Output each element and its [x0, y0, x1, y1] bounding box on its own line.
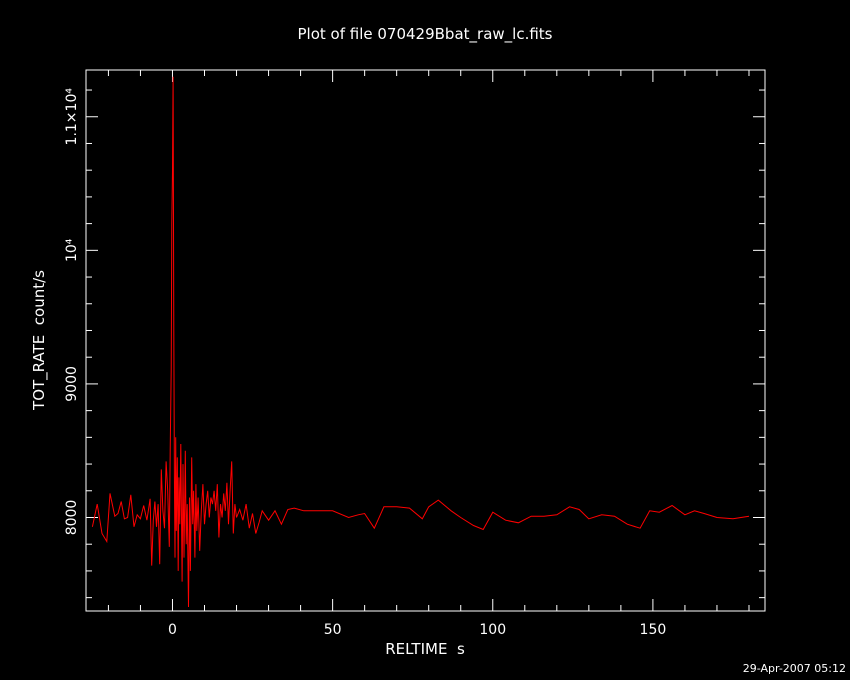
x-tick-label: 50 — [324, 622, 342, 638]
x-tick-label: 100 — [479, 622, 506, 638]
y-axis: 8000 9000 10⁴ 1.1×10⁴ — [64, 88, 765, 599]
x-axis: 0 50 100 150 — [107, 70, 750, 638]
chart-title: Plot of file 070429Bbat_raw_lc.fits — [298, 25, 553, 44]
x-tick-label: 150 — [640, 622, 667, 638]
y-tick-label: 9000 — [64, 366, 80, 402]
x-tick-label: 0 — [168, 622, 177, 638]
plot-frame — [85, 69, 766, 612]
x-axis-label: RELTIME s — [385, 640, 465, 658]
y-tick-label: 1.1×10⁴ — [64, 88, 80, 146]
y-axis-label: TOT_RATE count/s — [30, 270, 49, 411]
timestamp: 29-Apr-2007 05:12 — [743, 662, 846, 675]
series-line — [91, 76, 750, 608]
y-tick-label: 10⁴ — [64, 238, 80, 262]
y-tick-label: 8000 — [64, 500, 80, 536]
